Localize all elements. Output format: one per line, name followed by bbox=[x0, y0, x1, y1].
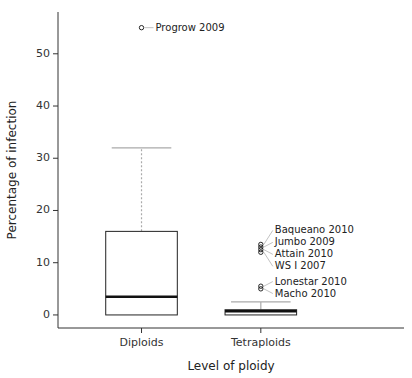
upper-whisker bbox=[141, 148, 142, 232]
outlier-labels: Progrow 2009 Baqueano 2010Jumbo 2009Attai… bbox=[145, 22, 354, 299]
outlier-label: Jumbo 2009 bbox=[274, 236, 335, 247]
x-tick bbox=[141, 328, 142, 333]
marks bbox=[106, 25, 297, 314]
y-tick bbox=[53, 262, 58, 263]
label-leader bbox=[264, 230, 273, 244]
label-leader bbox=[264, 289, 273, 294]
box bbox=[225, 310, 297, 315]
y-axis-line bbox=[58, 12, 59, 328]
outlier bbox=[139, 25, 143, 29]
y-tick-label: 30 bbox=[36, 151, 50, 164]
x-tick bbox=[260, 328, 261, 333]
x-tick-label: Diploids bbox=[119, 336, 163, 349]
upper-cap bbox=[231, 301, 291, 302]
outlier-label: Lonestar 2010 bbox=[275, 276, 347, 287]
axes: 0 10 20 30 40 50 Diploids Tetraploids bbox=[36, 12, 404, 349]
y-tick-label: 40 bbox=[36, 99, 50, 112]
outlier-label: Attain 2010 bbox=[275, 248, 333, 259]
label-leader bbox=[264, 252, 273, 266]
box bbox=[106, 231, 178, 315]
upper-whisker bbox=[260, 302, 261, 310]
median bbox=[225, 310, 297, 313]
label-leader bbox=[264, 250, 273, 255]
x-axis-label: Level of ploidy bbox=[187, 359, 274, 373]
y-tick-label: 50 bbox=[36, 47, 50, 60]
outlier-label: WS I 2007 bbox=[275, 260, 326, 271]
upper-cap bbox=[112, 147, 172, 148]
y-tick-label: 10 bbox=[36, 256, 50, 269]
y-tick-label: 0 bbox=[43, 308, 50, 321]
y-tick bbox=[53, 53, 58, 54]
y-tick-label: 20 bbox=[36, 203, 50, 216]
y-axis-label: Percentage of infection bbox=[5, 101, 19, 240]
outlier-label: Progrow 2009 bbox=[156, 22, 225, 33]
outlier bbox=[259, 287, 263, 291]
y-tick bbox=[53, 106, 58, 107]
outlier bbox=[259, 250, 263, 254]
y-tick bbox=[53, 314, 58, 315]
outlier-label: Baqueano 2010 bbox=[275, 224, 354, 235]
x-tick-label: Tetraploids bbox=[230, 336, 291, 349]
label-leader bbox=[145, 27, 154, 28]
median bbox=[106, 295, 178, 298]
x-axis-line bbox=[58, 328, 404, 329]
chart: 0 10 20 30 40 50 Diploids Tetraploids Percentage… bbox=[0, 0, 412, 378]
label-leader bbox=[264, 282, 273, 287]
y-tick bbox=[53, 158, 58, 159]
outlier-label: Macho 2010 bbox=[275, 288, 336, 299]
label-leader bbox=[264, 242, 273, 247]
y-tick bbox=[53, 210, 58, 211]
